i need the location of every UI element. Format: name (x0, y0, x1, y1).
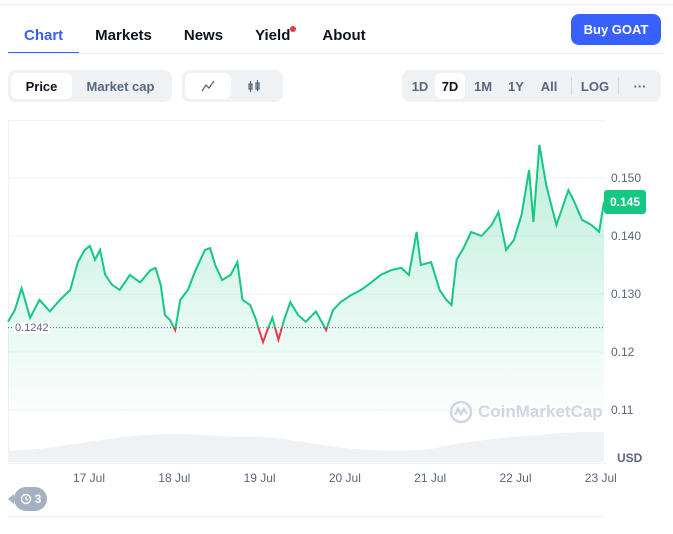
tab-label: About (322, 27, 366, 44)
events-badge[interactable]: 3 (8, 487, 47, 511)
x-tick-label: 19 Jul (243, 471, 276, 485)
line-chart-button[interactable] (185, 73, 231, 99)
tab-bar: Chart Markets News Yield About (8, 22, 382, 54)
range-navigator[interactable] (8, 516, 605, 534)
y-tick-label: 0.11 (611, 403, 634, 417)
watermark-text: CoinMarketCap (478, 402, 603, 421)
range-7d[interactable]: 7D (435, 73, 465, 99)
x-tick-label: 21 Jul (414, 471, 447, 485)
range-1y[interactable]: 1Y (508, 78, 524, 94)
market-cap-toggle[interactable]: Market cap (86, 78, 155, 94)
y-tick-label: 0.130 (611, 287, 642, 301)
baseline-label: 0.1242 (14, 322, 50, 334)
y-tick-label: 0.140 (611, 229, 642, 243)
range-all[interactable]: All (540, 78, 558, 94)
currency-label: USD (617, 451, 643, 465)
y-tick-label: 0.150 (611, 171, 642, 185)
tab-label: News (183, 27, 224, 44)
separator (618, 77, 619, 95)
tab-about[interactable]: About (306, 22, 381, 52)
chart-type-toggle (182, 70, 283, 102)
metric-toggle: Price Market cap (8, 70, 172, 102)
tab-news[interactable]: News (168, 22, 239, 52)
x-tick-label: 18 Jul (158, 471, 191, 485)
price-toggle[interactable]: Price (11, 73, 72, 99)
line-chart-icon (201, 80, 215, 92)
tab-label: Markets (95, 27, 152, 44)
history-icon (20, 493, 31, 505)
range-selector: 1D 7D 1M 1Y All LOG ··· (402, 70, 661, 102)
x-tick-label: 17 Jul (72, 471, 106, 485)
tab-label: Yield (255, 27, 291, 44)
candlestick-icon (248, 80, 260, 92)
coinmarketcap-logo-icon (449, 400, 473, 424)
x-tick-label: 20 Jul (328, 471, 361, 485)
x-tick-label: 23 Jul (584, 471, 617, 485)
chart-area[interactable] (8, 120, 606, 464)
x-tick-label: 22 Jul (499, 471, 532, 485)
buy-goat-button[interactable]: Buy GOAT (571, 14, 661, 45)
price-area-fill (8, 144, 604, 410)
current-price-tag: 0.145 (604, 190, 646, 214)
separator (571, 77, 572, 95)
volume-area (8, 432, 604, 462)
top-divider (0, 4, 673, 5)
coinmarketcap-watermark: CoinMarketCap (449, 400, 603, 424)
tab-label: Chart (24, 27, 64, 44)
events-count: 3 (34, 492, 42, 506)
tab-yield[interactable]: Yield (239, 22, 306, 52)
tab-markets[interactable]: Markets (79, 22, 168, 52)
more-options-button[interactable]: ··· (633, 78, 647, 94)
range-1d[interactable]: 1D (411, 78, 429, 94)
notification-dot (290, 26, 297, 32)
price-line-up (7, 144, 605, 328)
y-tick-label: 0.12 (611, 345, 635, 359)
tabs-divider (8, 53, 665, 54)
candlestick-button[interactable] (231, 73, 277, 99)
range-1m[interactable]: 1M (473, 78, 493, 94)
log-scale-toggle[interactable]: LOG (580, 78, 610, 94)
